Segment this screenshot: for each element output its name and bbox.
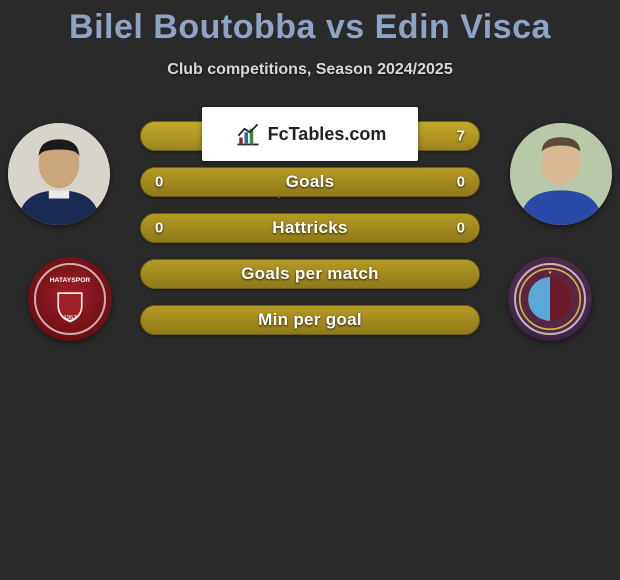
branding-badge: FcTables.com: [202, 107, 418, 161]
svg-text:HATAYSPOR: HATAYSPOR: [50, 277, 91, 284]
comparison-panel: HATAYSPOR 1967 ★ Matches70Goals00Hattric…: [0, 107, 620, 447]
stat-row: Min per goal: [140, 305, 480, 335]
page-title: Bilel Boutobba vs Edin Visca: [0, 0, 620, 47]
branding-text: FcTables.com: [268, 124, 387, 145]
player1-avatar: [8, 123, 110, 225]
svg-text:★: ★: [548, 270, 553, 276]
stat-value-right: 0: [457, 174, 465, 191]
stat-row: 0 Hattricks 0: [140, 213, 480, 243]
stat-label: Min per goal: [258, 310, 362, 330]
stat-value-left: 0: [155, 174, 163, 191]
stat-value-right: 7: [457, 128, 465, 145]
stat-label: Hattricks: [272, 218, 347, 238]
stat-row: Goals per match: [140, 259, 480, 289]
player2-club-logo: ★: [508, 257, 592, 341]
svg-text:1967: 1967: [63, 315, 76, 321]
stat-label: Goals per match: [241, 264, 379, 284]
stat-row: 0 Goals 0: [140, 167, 480, 197]
chart-icon: [234, 120, 262, 148]
stat-value-right: 0: [457, 220, 465, 237]
stat-value-left: 0: [155, 220, 163, 237]
stat-label: Goals: [286, 172, 335, 192]
player1-club-logo: HATAYSPOR 1967: [28, 257, 112, 341]
subtitle: Club competitions, Season 2024/2025: [0, 61, 620, 79]
player2-avatar: [510, 123, 612, 225]
